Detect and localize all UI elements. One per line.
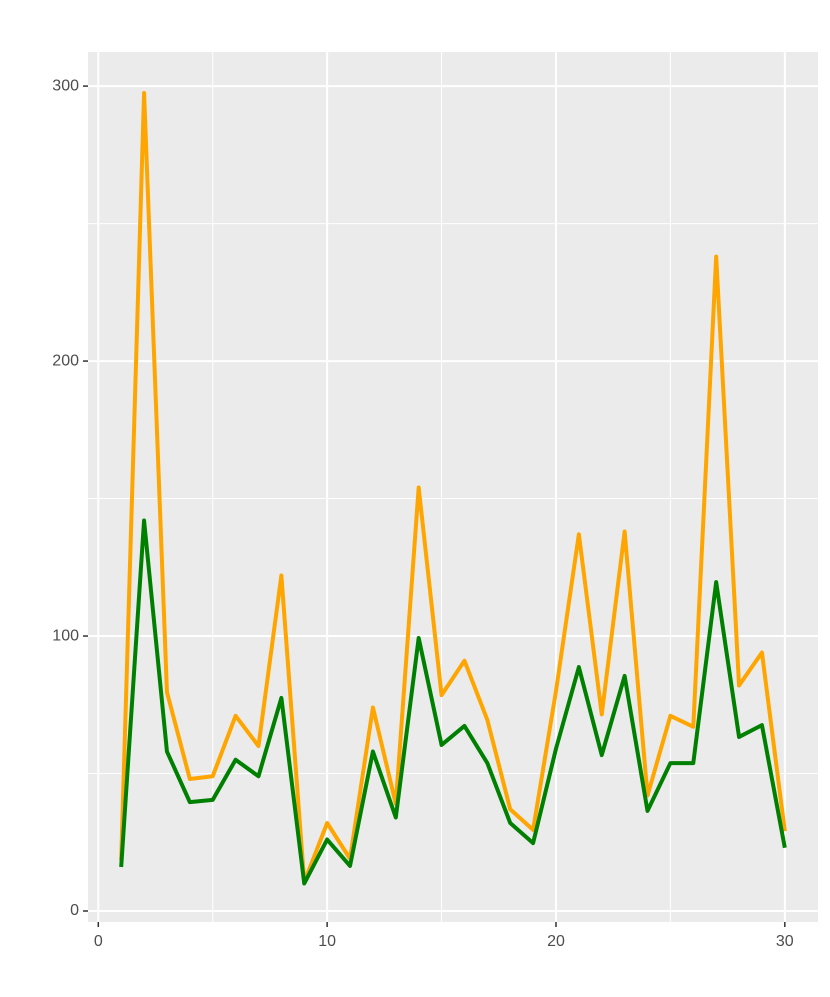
line bbox=[119, 90, 787, 885]
y-tick-label: 0 bbox=[70, 902, 79, 919]
y-tick-label: 200 bbox=[52, 352, 79, 369]
x-tick-label: 10 bbox=[318, 933, 336, 950]
panel bbox=[88, 52, 818, 922]
line bbox=[119, 518, 787, 886]
y-tick-label: 300 bbox=[52, 77, 79, 94]
x-tick-label: 20 bbox=[547, 933, 565, 950]
x-tick-label: 30 bbox=[776, 933, 794, 950]
y-tick-label: 100 bbox=[52, 627, 79, 644]
x-tick-label: 0 bbox=[94, 933, 103, 950]
